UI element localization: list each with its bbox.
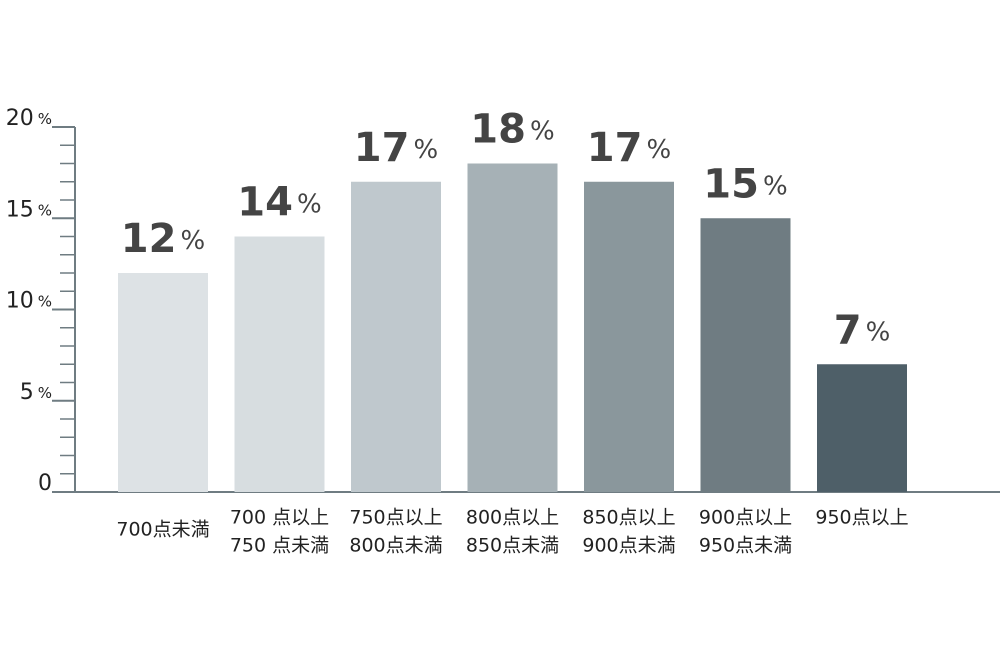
value-number: 14 xyxy=(237,180,293,226)
tick-unit: % xyxy=(38,292,52,310)
x-tick-label: 700 点以上 xyxy=(230,507,329,529)
tick-number: 5 xyxy=(20,380,34,405)
value-label: 12% xyxy=(121,216,205,262)
tick-unit: % xyxy=(38,383,52,401)
x-tick-label: 900点未満 xyxy=(582,535,675,557)
x-tick-label: 750 点未満 xyxy=(230,535,329,557)
tick-number: 0 xyxy=(38,471,52,496)
tick-number: 10 xyxy=(6,289,34,314)
value-label: 15% xyxy=(703,161,787,207)
value-unit: % xyxy=(866,317,891,347)
x-tick-label: 850点以上 xyxy=(582,507,675,529)
value-label: 7% xyxy=(834,307,891,353)
bar xyxy=(234,236,325,492)
bar xyxy=(700,218,791,492)
value-unit: % xyxy=(530,116,555,146)
value-label: 17% xyxy=(587,125,671,171)
bar xyxy=(351,181,441,492)
value-unit: % xyxy=(646,134,671,164)
bar xyxy=(584,181,674,492)
bar xyxy=(118,273,208,492)
x-tick-label: 800点未満 xyxy=(349,535,442,557)
y-tick-label: 0 xyxy=(38,471,52,496)
tick-unit: % xyxy=(38,201,52,219)
value-number: 7 xyxy=(834,307,862,353)
value-label: 17% xyxy=(354,125,438,171)
value-number: 15 xyxy=(703,161,759,207)
x-tick-label: 950点以上 xyxy=(815,507,908,529)
value-label: 18% xyxy=(470,107,554,153)
value-number: 18 xyxy=(470,107,526,153)
x-tick-label: 950点未満 xyxy=(699,535,792,557)
value-number: 17 xyxy=(354,125,410,171)
y-tick-label: 15% xyxy=(6,197,52,222)
y-tick-label: 5% xyxy=(20,380,52,405)
x-tick-label: 850点未満 xyxy=(466,535,559,557)
y-tick-label: 10% xyxy=(6,289,52,314)
value-number: 17 xyxy=(587,125,643,171)
x-tick-label: 700点未満 xyxy=(116,519,209,541)
tick-number: 20 xyxy=(6,106,34,131)
value-unit: % xyxy=(763,171,788,201)
x-tick-label: 900点以上 xyxy=(699,507,792,529)
x-tick-label: 750点以上 xyxy=(349,507,442,529)
tick-unit: % xyxy=(38,110,52,128)
value-number: 12 xyxy=(121,216,177,262)
bar xyxy=(467,163,558,492)
value-unit: % xyxy=(413,134,438,164)
bar xyxy=(817,364,907,492)
tick-number: 15 xyxy=(6,197,34,222)
value-label: 14% xyxy=(237,180,321,226)
value-unit: % xyxy=(180,226,205,256)
x-tick-label: 800点以上 xyxy=(466,507,559,529)
y-tick-label: 20% xyxy=(6,106,52,131)
value-unit: % xyxy=(297,189,322,219)
